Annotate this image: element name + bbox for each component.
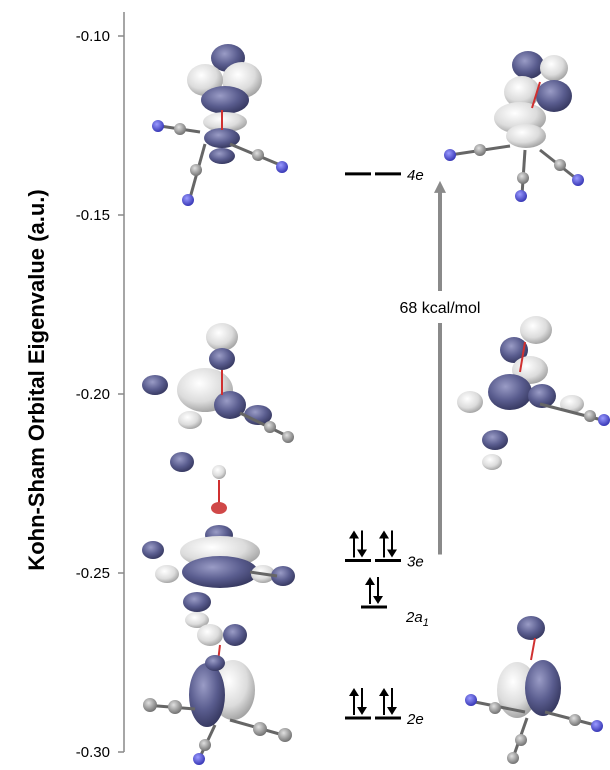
level-3e: 3e — [345, 530, 424, 570]
gap-arrow: 68 kcal/mol — [352, 180, 502, 555]
y-axis-label: Kohn-Sham Orbital Eigenvalue (a.u.) — [24, 189, 49, 570]
level-label-3e: 3e — [407, 553, 424, 570]
gap-arrow-head — [434, 180, 446, 193]
spin-down-arrow-head — [387, 549, 397, 558]
orbital-images — [142, 44, 610, 765]
orbital-2e-left — [143, 624, 292, 765]
spin-down-arrow-head — [373, 596, 383, 605]
y-axis-ticks: -0.10 -0.15 -0.20 -0.25 -0.30 — [76, 28, 124, 761]
y-tick-label: -0.10 — [76, 28, 110, 45]
level-2a1: 2a1 — [361, 577, 429, 629]
orbital-3e-right — [457, 316, 610, 470]
y-tick-label: -0.25 — [76, 565, 110, 582]
orbital-2a1 — [142, 465, 295, 628]
level-label-2e: 2e — [406, 711, 424, 728]
gap-label-box — [352, 291, 502, 323]
spin-up-arrow-head — [349, 687, 359, 696]
level-label-2a1: 2a1 — [405, 609, 429, 629]
spin-down-arrow-head — [357, 549, 367, 558]
orbital-4e-right — [444, 51, 584, 202]
orbital-3e-left — [142, 323, 294, 472]
energy-levels: 4e 3e 2a1 2e — [345, 167, 429, 728]
spin-up-arrow-head — [365, 577, 375, 586]
spin-up-arrow-head — [379, 687, 389, 696]
level-label-4e: 4e — [407, 167, 424, 184]
gap-label: 68 kcal/mol — [400, 300, 481, 317]
spin-up-arrow-head — [379, 530, 389, 539]
spin-down-arrow-head — [357, 706, 367, 715]
level-4e: 4e — [345, 167, 424, 184]
orbital-4e-left — [152, 44, 288, 206]
spin-down-arrow-head — [387, 706, 397, 715]
level-2e: 2e — [345, 687, 424, 728]
y-tick-label: -0.15 — [76, 207, 110, 224]
orbital-2e-right — [465, 616, 603, 764]
y-tick-label: -0.30 — [76, 744, 110, 761]
spin-up-arrow-head — [349, 530, 359, 539]
y-tick-label: -0.20 — [76, 386, 110, 403]
